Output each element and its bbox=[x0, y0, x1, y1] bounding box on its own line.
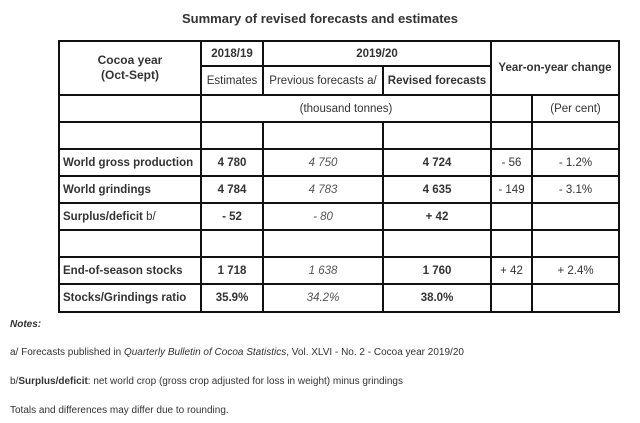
estimates-2018-19-value: 4 784 bbox=[200, 175, 264, 204]
spacer-row bbox=[58, 229, 620, 258]
cocoa-year-header: Cocoa year (Oct-Sept) bbox=[58, 40, 202, 96]
blank-cell bbox=[200, 121, 264, 150]
previous-forecast-value: 4 750 bbox=[262, 148, 384, 177]
note-a: a/ Forecasts published in Quarterly Bull… bbox=[10, 347, 464, 358]
change-absolute-value: - 149 bbox=[490, 175, 533, 204]
blank-cell bbox=[382, 121, 492, 150]
cocoa-year-label: Cocoa year bbox=[97, 53, 163, 67]
units-row: (thousand tonnes) (Per cent) bbox=[58, 94, 620, 123]
footnote-marker-b: b/ bbox=[142, 210, 156, 223]
units-per-cent: (Per cent) bbox=[531, 94, 620, 123]
blank-cell bbox=[490, 229, 533, 258]
year-2019-20-header: 2019/20 bbox=[262, 40, 492, 67]
row-label: Stocks/Grindings ratio bbox=[58, 283, 202, 313]
estimates-2018-19-value: - 52 bbox=[200, 202, 264, 231]
estimates-2018-19-value: 4 780 bbox=[200, 148, 264, 177]
units-blank-cell bbox=[490, 94, 533, 123]
change-absolute-value: - 56 bbox=[490, 148, 533, 177]
row-label-main: Surplus/deficit bbox=[63, 210, 143, 223]
revised-forecast-value: 1 760 bbox=[382, 256, 492, 285]
table-row-stocks-grindings-ratio: Stocks/Grindings ratio 35.9% 34.2% 38.0% bbox=[58, 283, 620, 313]
units-blank-cell bbox=[58, 94, 202, 123]
revised-forecast-value: 4 724 bbox=[382, 148, 492, 177]
change-percent-value: - 3.1% bbox=[531, 175, 620, 204]
blank-cell bbox=[262, 229, 384, 258]
row-label: World grindings bbox=[58, 175, 202, 204]
note-rounding: Totals and differences may differ due to… bbox=[10, 405, 229, 416]
notes-heading: Notes: bbox=[10, 319, 42, 330]
table-row-surplus-deficit: Surplus/deficit b/ - 52 - 80 + 42 bbox=[58, 202, 620, 231]
note-a-prefix: a/ Forecasts published in bbox=[10, 347, 124, 358]
previous-forecasts-header: Previous forecasts a/ bbox=[262, 65, 384, 96]
cocoa-year-period: (Oct-Sept) bbox=[101, 68, 159, 82]
blank-cell bbox=[490, 121, 533, 150]
change-percent-value: - 1.2% bbox=[531, 148, 620, 177]
year-2018-19-header: 2018/19 bbox=[200, 40, 264, 67]
blank-cell bbox=[382, 229, 492, 258]
header-row-types: Estimates Previous forecasts a/ Revised … bbox=[59, 65, 619, 96]
table-row-end-of-season-stocks: End-of-season stocks 1 718 1 638 1 760 +… bbox=[58, 256, 620, 285]
change-percent-value bbox=[531, 283, 620, 313]
blank-cell bbox=[262, 121, 384, 150]
estimates-header: Estimates bbox=[200, 65, 264, 96]
revised-forecast-value: 4 635 bbox=[382, 175, 492, 204]
header-row-years: Cocoa year (Oct-Sept) 2018/19 2019/20 Ye… bbox=[58, 40, 620, 96]
note-b-definition: : net world crop (gross crop adjusted fo… bbox=[87, 376, 403, 387]
yoy-change-header: Year-on-year change bbox=[490, 40, 620, 96]
revised-forecast-value: + 42 bbox=[382, 202, 492, 231]
units-thousand-tonnes: (thousand tonnes) bbox=[200, 94, 492, 123]
change-absolute-value bbox=[490, 202, 533, 231]
blank-cell bbox=[531, 121, 620, 150]
blank-cell bbox=[58, 121, 202, 150]
blank-cell bbox=[200, 229, 264, 258]
change-absolute-value: + 42 bbox=[490, 256, 533, 285]
row-label: World gross production bbox=[58, 148, 202, 177]
change-percent-value bbox=[531, 202, 620, 231]
table-row-world-gross-production: World gross production 4 780 4 750 4 724… bbox=[58, 148, 620, 177]
change-percent-value: + 2.4% bbox=[531, 256, 620, 285]
table-title: Summary of revised forecasts and estimat… bbox=[181, 11, 458, 26]
note-b-prefix: b/ bbox=[10, 376, 19, 387]
summary-table: Cocoa year (Oct-Sept) 2018/19 2019/20 Ye… bbox=[58, 40, 620, 313]
note-a-suffix: , Vol. XLVI - No. 2 - Cocoa year 2019/20 bbox=[286, 347, 464, 358]
previous-forecast-value: 34.2% bbox=[262, 283, 384, 313]
previous-forecast-value: - 80 bbox=[262, 202, 384, 231]
estimates-2018-19-value: 35.9% bbox=[200, 283, 264, 313]
note-b: b/Surplus/deficit: net world crop (gross… bbox=[10, 376, 403, 387]
table-row-world-grindings: World grindings 4 784 4 783 4 635 - 149 … bbox=[58, 175, 620, 204]
estimates-2018-19-value: 1 718 bbox=[200, 256, 264, 285]
spacer-row bbox=[58, 121, 620, 150]
note-a-publication-title: Quarterly Bulletin of Cocoa Statistics bbox=[123, 347, 287, 358]
revised-forecasts-header: Revised forecasts bbox=[382, 65, 492, 96]
revised-forecast-value: 38.0% bbox=[382, 283, 492, 313]
previous-forecast-value: 1 638 bbox=[262, 256, 384, 285]
blank-cell bbox=[531, 229, 620, 258]
change-absolute-value bbox=[490, 283, 533, 313]
blank-cell bbox=[58, 229, 202, 258]
note-b-term: Surplus/deficit bbox=[18, 376, 88, 387]
row-label: Surplus/deficit b/ bbox=[58, 202, 202, 231]
row-label: End-of-season stocks bbox=[58, 256, 202, 285]
previous-forecast-value: 4 783 bbox=[262, 175, 384, 204]
